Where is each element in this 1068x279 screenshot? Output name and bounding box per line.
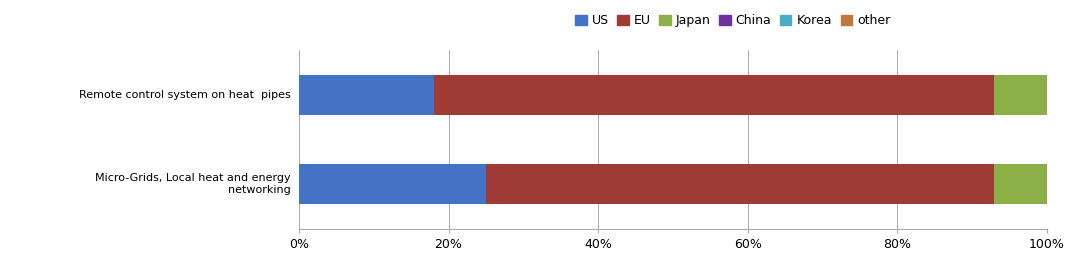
Bar [994, 164, 1047, 204]
Bar [994, 75, 1047, 115]
Bar [486, 164, 994, 204]
Legend: US, EU, Japan, China, Korea, other: US, EU, Japan, China, Korea, other [572, 12, 893, 30]
Bar [299, 75, 434, 115]
Bar [434, 75, 994, 115]
Bar [299, 164, 486, 204]
